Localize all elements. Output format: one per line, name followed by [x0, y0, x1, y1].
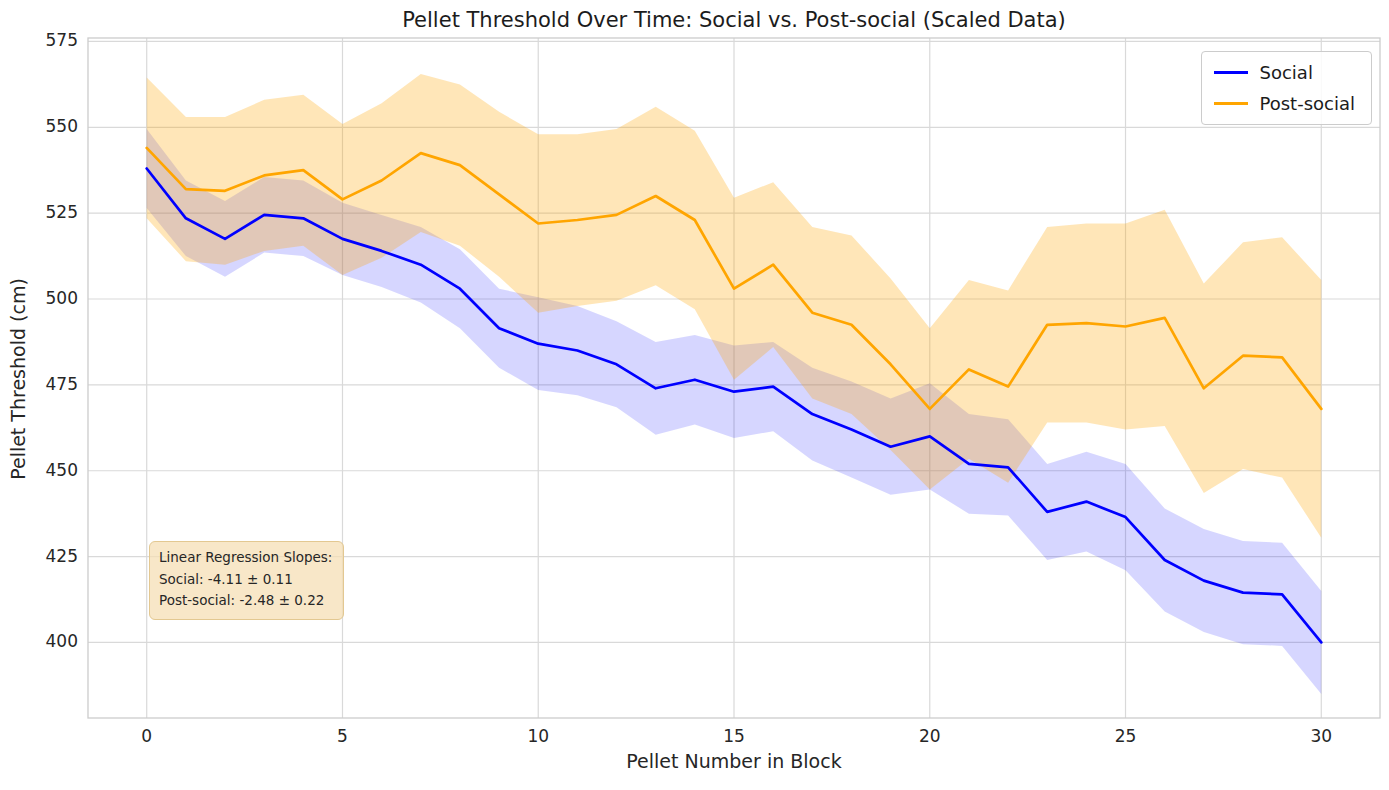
legend-label-social: Social — [1260, 62, 1313, 83]
x-tick-label: 25 — [1096, 726, 1156, 746]
x-tick-label: 15 — [704, 726, 764, 746]
y-tick-label: 450 — [18, 460, 78, 480]
legend[interactable]: Social Post-social — [1201, 51, 1372, 125]
annotation-line-1: Linear Regression Slopes: — [159, 547, 332, 569]
social-line-swatch — [1214, 71, 1248, 74]
post-social-line-swatch — [1214, 102, 1248, 105]
x-tick-label: 0 — [117, 726, 177, 746]
x-tick-label: 10 — [508, 726, 568, 746]
legend-item-post-social: Post-social — [1214, 93, 1355, 114]
regression-slopes-annotation: Linear Regression Slopes: Social: -4.11 … — [149, 541, 344, 620]
legend-item-social: Social — [1214, 62, 1355, 83]
y-tick-label: 525 — [18, 202, 78, 222]
x-tick-label: 5 — [312, 726, 372, 746]
y-tick-label: 575 — [18, 30, 78, 50]
figure: Pellet Threshold Over Time: Social vs. P… — [0, 0, 1389, 790]
x-tick-label: 30 — [1291, 726, 1351, 746]
plot-area — [0, 0, 1389, 790]
y-tick-label: 550 — [18, 116, 78, 136]
y-tick-label: 400 — [18, 631, 78, 651]
annotation-line-3: Post-social: -2.48 ± 0.22 — [159, 590, 332, 612]
y-tick-label: 475 — [18, 374, 78, 394]
annotation-line-2: Social: -4.11 ± 0.11 — [159, 569, 332, 591]
chart-title: Pellet Threshold Over Time: Social vs. P… — [88, 8, 1380, 32]
y-tick-label: 425 — [18, 546, 78, 566]
legend-label-post-social: Post-social — [1260, 93, 1355, 114]
y-tick-label: 500 — [18, 288, 78, 308]
x-axis-label: Pellet Number in Block — [88, 750, 1380, 772]
x-tick-label: 20 — [900, 726, 960, 746]
